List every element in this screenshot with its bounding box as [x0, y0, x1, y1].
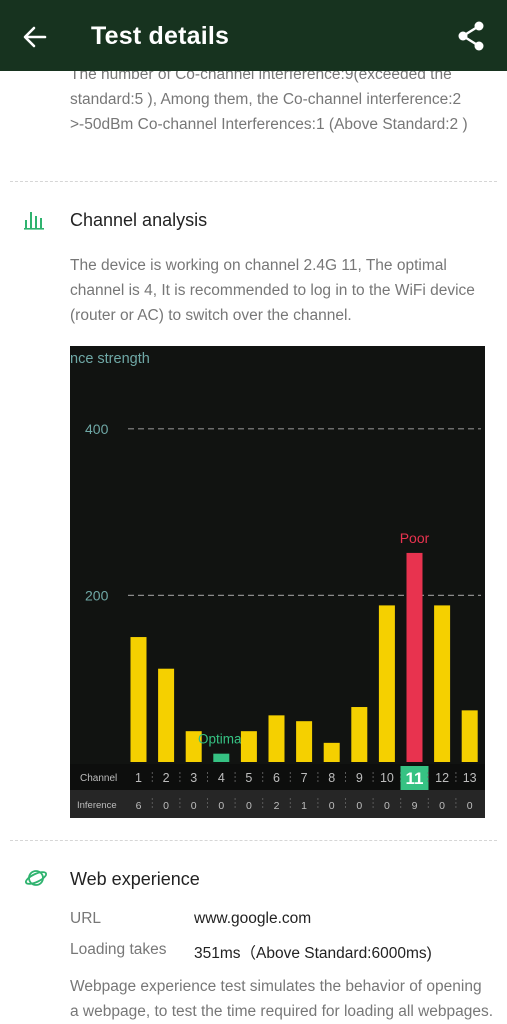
channel-tick-label: 5 [245, 771, 252, 785]
bar-chart-icon [24, 212, 44, 230]
inference-value: 0 [384, 800, 390, 812]
url-label: URL [70, 910, 102, 927]
co-channel-interference-text: The number of Co-channel interference:9(… [70, 66, 468, 133]
share-button[interactable] [452, 17, 490, 55]
back-button[interactable] [18, 20, 52, 54]
loading-label: Loading takes [70, 941, 167, 958]
page-title: Test details [91, 22, 230, 50]
inference-value: 0 [163, 800, 169, 812]
web-experience-title: Web experience [70, 869, 200, 889]
optimal-label: Optimal [198, 732, 245, 747]
inference-row [70, 790, 485, 818]
inference-value: 0 [356, 800, 362, 812]
bar-channel-10 [378, 605, 395, 762]
bar-channel-7 [296, 721, 313, 762]
section-divider [10, 181, 497, 182]
arrow-left-icon [23, 26, 47, 48]
bar-channel-11 [406, 552, 423, 762]
channel-row-label: Channel [80, 773, 117, 784]
channel-tick-label: 7 [301, 771, 308, 785]
loading-value: 351ms（Above Standard:6000ms) [194, 945, 432, 962]
app-bar: Test details [0, 0, 507, 71]
current-channel-highlight [400, 766, 429, 790]
bar-channel-13 [461, 710, 478, 762]
inference-value: 0 [329, 800, 335, 812]
channel-tick-label: 11 [406, 769, 424, 788]
bar-channel-9 [351, 707, 368, 762]
channel-analysis-description: The device is working on channel 2.4G 11… [70, 257, 475, 324]
inference-value: 9 [412, 800, 418, 812]
y-tick-label: 200 [85, 587, 109, 603]
share-icon [458, 21, 484, 51]
channel-tick-label: 8 [328, 771, 335, 785]
bar-channel-6 [268, 715, 285, 762]
channel-tick-label: 4 [218, 771, 225, 785]
channel-analysis-title: Channel analysis [70, 210, 208, 230]
chart-canvas: nce strength200400OptimalPoorChannelInfe… [70, 351, 485, 818]
inference-value: 0 [191, 800, 197, 812]
bar-channel-2 [158, 668, 175, 762]
channel-tick-label: 10 [380, 771, 394, 785]
channel-tick-label: 6 [273, 771, 280, 785]
inference-value: 0 [439, 800, 445, 812]
url-value: www.google.com [194, 910, 312, 927]
bar-channel-12 [434, 605, 451, 762]
poor-label: Poor [400, 530, 430, 546]
bar-channel-8 [323, 742, 340, 762]
y-axis-label: nce strength [70, 351, 150, 367]
bar-channel-4 [213, 753, 230, 762]
inference-value: 0 [218, 800, 224, 812]
planet-icon [24, 870, 48, 886]
y-tick-label: 400 [85, 421, 109, 437]
inference-value: 0 [467, 800, 473, 812]
bar-channel-1 [130, 637, 147, 762]
bar-channel-5 [240, 731, 257, 762]
channel-tick-label: 9 [356, 771, 363, 785]
inference-value: 1 [301, 800, 307, 812]
section-divider [10, 840, 497, 841]
channel-interference-chart: nce strength 200 400 Optimal Poor Channel Infe… [70, 346, 485, 818]
web-experience-description: Webpage experience test simulates the be… [70, 978, 494, 1020]
channel-tick-label: 12 [435, 771, 449, 785]
channel-tick-label: 13 [463, 771, 477, 785]
channel-tick-label: 2 [163, 771, 170, 785]
inference-value: 0 [246, 800, 252, 812]
inference-row-label: Inference [77, 800, 117, 811]
inference-value: 2 [274, 800, 280, 812]
inference-value: 6 [136, 800, 142, 812]
bar-channel-3 [185, 731, 202, 762]
channel-tick-label: 3 [190, 771, 197, 785]
channel-tick-label: 1 [135, 771, 142, 785]
